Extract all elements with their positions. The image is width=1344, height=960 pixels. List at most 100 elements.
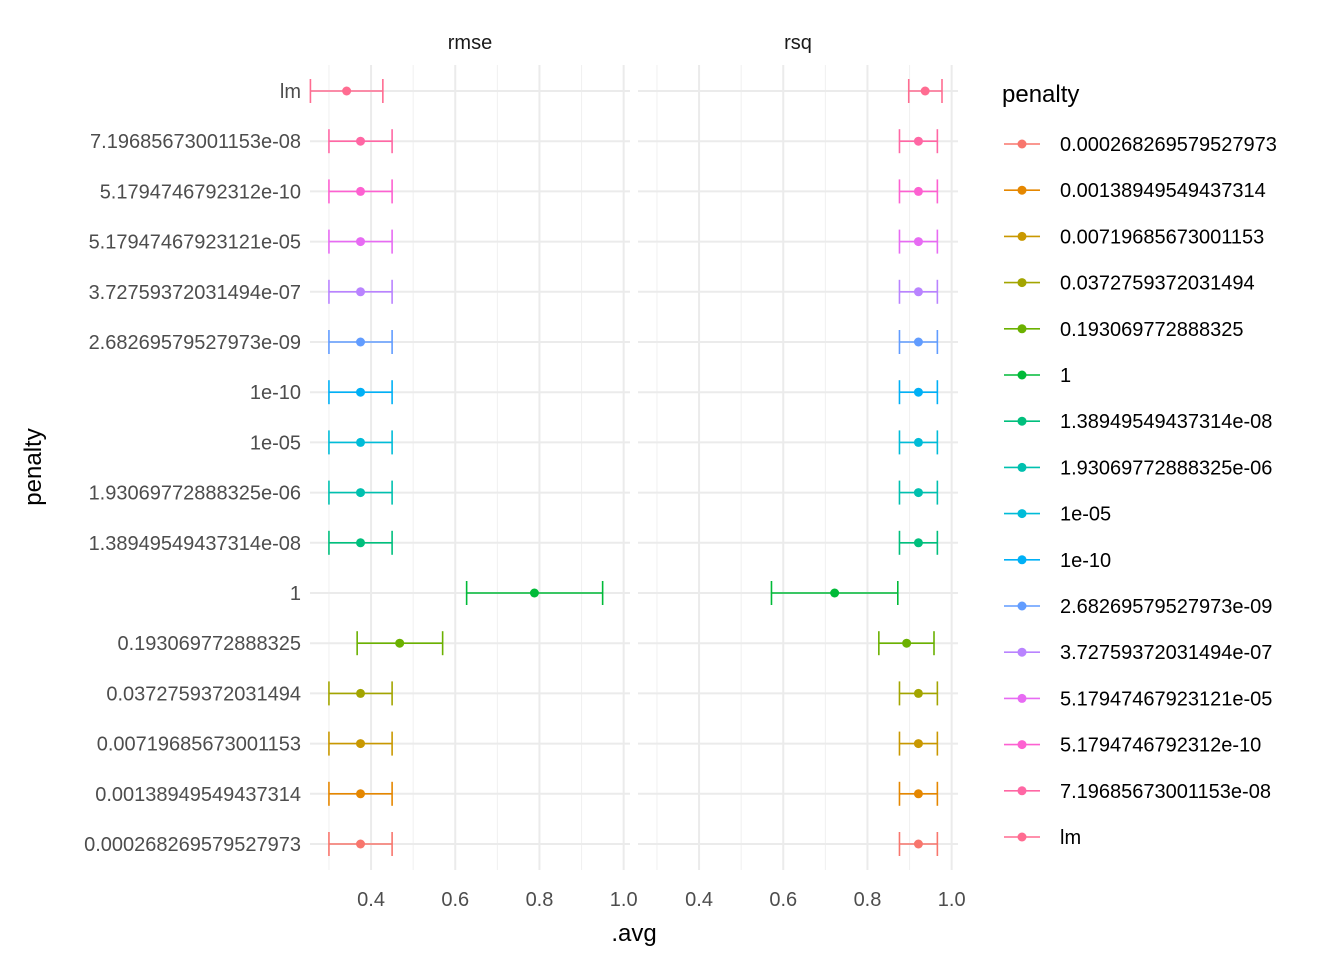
mean-point	[356, 337, 366, 347]
mean-point	[830, 588, 840, 598]
legend-key-point	[1017, 185, 1027, 195]
legend-key-point	[1017, 462, 1027, 472]
x-tick-label: 0.4	[357, 889, 385, 911]
legend-item: 7.19685673001153e-08	[1004, 781, 1271, 803]
mean-point	[920, 86, 930, 96]
legend-label: 2.68269579527973e-09	[1060, 596, 1272, 618]
mean-point	[913, 287, 923, 297]
legend-label: 0.00719685673001153	[1060, 226, 1264, 248]
y-tick-label: 0.0372759372031494	[106, 683, 301, 705]
legend-key-point	[1017, 786, 1027, 796]
legend-title: penalty	[1002, 81, 1079, 108]
y-tick-label: 0.00138949549437314	[95, 784, 301, 806]
mean-point	[913, 839, 923, 849]
legend-item: 0.0372759372031494	[1004, 273, 1255, 295]
legend-item: 2.68269579527973e-09	[1004, 596, 1272, 618]
mean-point	[902, 638, 912, 648]
x-tick-label: 1.0	[610, 889, 638, 911]
legend-key-point	[1017, 555, 1027, 565]
y-axis-title: penalty	[20, 428, 47, 505]
x-tick-label: 0.8	[526, 889, 554, 911]
mean-point	[913, 136, 923, 146]
legend-item: 1	[1004, 365, 1071, 387]
x-tick-label: 0.4	[685, 889, 713, 911]
y-tick-label: 1	[290, 583, 301, 605]
legend-label: 5.17947467923121e-05	[1060, 688, 1272, 710]
legend-item: 5.1794746792312e-10	[1004, 735, 1261, 757]
mean-point	[913, 538, 923, 548]
legend-key-point	[1017, 509, 1027, 519]
legend-item: 1e-10	[1004, 550, 1111, 572]
legend-key-point	[1017, 231, 1027, 241]
legend-label: 1.38949549437314e-08	[1060, 411, 1272, 433]
y-tick-label: 0.00719685673001153	[97, 734, 301, 756]
legend-key-point	[1017, 693, 1027, 703]
y-tick-label: 2.68269579527973e-09	[89, 332, 301, 354]
y-tick-label: lm	[280, 81, 301, 103]
y-tick-label: 5.1794746792312e-10	[100, 181, 301, 203]
legend-label: 0.000268269579527973	[1060, 134, 1277, 156]
mean-point	[529, 588, 539, 598]
legend-label: lm	[1060, 827, 1081, 849]
mean-point	[913, 337, 923, 347]
legend-item: 3.72759372031494e-07	[1004, 642, 1272, 664]
legend-label: 5.1794746792312e-10	[1060, 735, 1261, 757]
mean-point	[913, 437, 923, 447]
y-tick-label: 5.17947467923121e-05	[89, 232, 301, 254]
mean-point	[342, 86, 352, 96]
legend-label: 0.0372759372031494	[1060, 273, 1255, 295]
legend-key-point	[1017, 740, 1027, 750]
legend-label: 1e-10	[1060, 550, 1111, 572]
mean-point	[913, 186, 923, 196]
mean-point	[356, 287, 366, 297]
legend-label: 0.00138949549437314	[1060, 180, 1266, 202]
legend-key-point	[1017, 370, 1027, 380]
x-tick-labels: 0.4 0.6 0.8 1.0 0.4 0.6 0.8 1.0	[357, 889, 965, 911]
legend-label: 3.72759372031494e-07	[1060, 642, 1272, 664]
legend-item: 5.17947467923121e-05	[1004, 688, 1272, 710]
x-tick-label: 0.6	[769, 889, 797, 911]
legend-item: 1.38949549437314e-08	[1004, 411, 1272, 433]
legend-item: 0.193069772888325	[1004, 319, 1244, 341]
facet-strip-rmse: rmse	[448, 32, 492, 54]
legend-label: 1.93069772888325e-06	[1060, 457, 1272, 479]
x-tick-label: 1.0	[938, 889, 966, 911]
legend-item: 0.00719685673001153	[1004, 226, 1264, 248]
mean-point	[913, 789, 923, 799]
legend-item: 1.93069772888325e-06	[1004, 457, 1272, 479]
y-tick-label: 1e-05	[250, 432, 301, 454]
legend-key-point	[1017, 832, 1027, 842]
facet-strip-rsq: rsq	[784, 32, 812, 54]
mean-point	[356, 538, 366, 548]
mean-point	[356, 387, 366, 397]
y-tick-label: 1.38949549437314e-08	[89, 533, 301, 555]
y-tick-label: 3.72759372031494e-07	[89, 282, 301, 304]
legend-item: 0.000268269579527973	[1004, 134, 1277, 156]
y-tick-label: 0.193069772888325	[117, 633, 301, 655]
y-tick-labels: 0.000268269579527973 0.00138949549437314 0…	[84, 81, 301, 856]
mean-point	[913, 237, 923, 247]
mean-point	[356, 186, 366, 196]
y-tick-label: 1.93069772888325e-06	[89, 483, 301, 505]
legend-key-point	[1017, 601, 1027, 611]
x-tick-label: 0.6	[441, 889, 469, 911]
panel-gridlines	[310, 65, 958, 870]
x-axis-title: .avg	[611, 920, 656, 947]
legend-key-point	[1017, 278, 1027, 288]
legend-item: 1e-05	[1004, 504, 1111, 526]
y-tick-label: 1e-10	[250, 382, 301, 404]
mean-point	[356, 237, 366, 247]
mean-point	[395, 638, 405, 648]
mean-point	[356, 688, 366, 698]
mean-point	[356, 739, 366, 749]
x-tick-label: 0.8	[854, 889, 882, 911]
mean-point	[913, 488, 923, 498]
legend-key-point	[1017, 416, 1027, 426]
legend: 0.000268269579527973 0.00138949549437314 0…	[1004, 134, 1277, 849]
legend-item: lm	[1004, 827, 1081, 849]
mean-point	[913, 387, 923, 397]
legend-label: 0.193069772888325	[1060, 319, 1244, 341]
y-tick-label: 0.000268269579527973	[84, 834, 301, 856]
mean-point	[356, 136, 366, 146]
